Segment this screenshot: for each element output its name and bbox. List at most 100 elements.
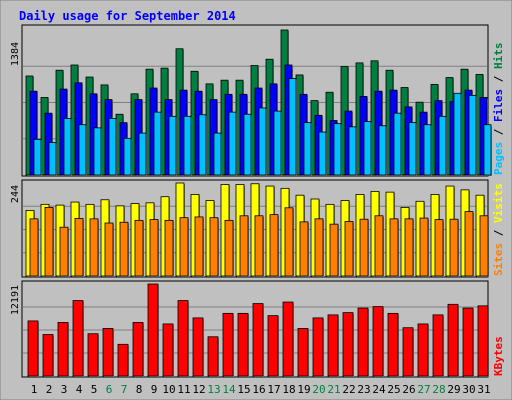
x-tick-label: 19 [297, 383, 310, 396]
kbytes-bar [372, 306, 384, 377]
legend-visits: Visits [492, 183, 505, 223]
pages-bar [258, 107, 267, 176]
sites-bar [479, 215, 489, 277]
x-tick-label: 26 [402, 383, 415, 396]
pages-bar [108, 118, 117, 176]
kbytes-bar [447, 303, 459, 377]
sites-bar [434, 219, 444, 277]
kbytes-bar [237, 312, 249, 377]
pages-bar [393, 112, 402, 176]
x-tick-label: 3 [61, 383, 68, 396]
panel2-legend-text: Sites / Visits [492, 183, 505, 276]
pages-bar [303, 122, 312, 176]
x-tick-label: 22 [342, 383, 355, 396]
kbytes-bar [177, 300, 189, 377]
x-tick-label: 9 [151, 383, 158, 396]
sites-bar [89, 218, 99, 277]
pages-bar [408, 122, 417, 176]
x-axis-day-labels: 1 2 3 4 5 6 7 8 9 10 11 12 13 14 15 16 17 18 19 20 21 22 23 24 2… [31, 383, 491, 396]
sites-bar [344, 221, 354, 277]
pages-bar [228, 111, 237, 176]
sites-bar [374, 215, 384, 277]
sites-bar [464, 211, 474, 277]
x-tick-label: 24 [372, 383, 386, 396]
x-tick-label: 11 [177, 383, 190, 396]
x-tick-label: 23 [357, 383, 370, 396]
sites-bar [359, 218, 369, 277]
pages-bar [468, 94, 477, 176]
sites-bar [449, 218, 459, 277]
x-tick-label: 31 [477, 383, 490, 396]
x-tick-label: 4 [76, 383, 83, 396]
pages-bar [213, 132, 222, 176]
pages-bar [123, 137, 132, 176]
kbytes-bar [462, 307, 474, 377]
kbytes-bar [162, 323, 174, 377]
sites-bar [389, 218, 399, 277]
pages-bar [138, 132, 147, 176]
x-tick-label: 13 [207, 383, 220, 396]
legend-sites: Sites [492, 243, 505, 276]
kbytes-bar [357, 307, 369, 377]
x-tick-label: 8 [136, 383, 143, 396]
pages-bar [483, 124, 492, 176]
pages-bar [198, 114, 207, 176]
sites-bar [119, 221, 129, 277]
sites-bar [59, 226, 69, 277]
x-tick-label: 12 [192, 383, 205, 396]
x-tick-label: 14 [222, 383, 236, 396]
sites-bar [239, 215, 249, 277]
kbytes-bar [207, 336, 219, 377]
kbytes-bar [477, 305, 489, 377]
sites-bar [149, 219, 159, 277]
kbytes-bar [102, 328, 114, 377]
sites-bar [314, 218, 324, 277]
sites-bar [284, 207, 294, 277]
pages-bar [153, 111, 162, 176]
kbytes-bar [297, 328, 309, 377]
x-tick-label: 20 [312, 383, 325, 396]
sites-bar [254, 215, 264, 277]
pages-bar [273, 110, 282, 176]
kbytes-bar [117, 343, 129, 377]
panel3-ymax-label: 12191 [10, 285, 21, 315]
x-tick-label: 28 [432, 383, 445, 396]
panel1-ymax-label: 1384 [10, 42, 21, 66]
sites-bar [269, 214, 279, 277]
pages-bar [333, 123, 342, 176]
kbytes-bar [417, 323, 429, 377]
pages-bar [93, 127, 102, 176]
chart-title: Daily usage for September 2014 [19, 9, 236, 23]
kbytes-bar [57, 322, 69, 377]
panel3-legend: KBytes [492, 336, 505, 376]
sites-bar [209, 217, 219, 277]
sites-bar [404, 218, 414, 277]
sites-bar [44, 206, 54, 277]
x-tick-label: 7 [121, 383, 128, 396]
pages-bar [243, 113, 252, 176]
x-tick-label: 27 [417, 383, 430, 396]
x-tick-label: 10 [162, 383, 175, 396]
pages-bar [78, 124, 87, 176]
panel1-legend: Pages / Files / Hits [492, 43, 505, 176]
pages-bar [63, 118, 72, 176]
hits-files-pages-panel: 1384 Pages / Files / Hits [10, 24, 505, 177]
pages-bar [423, 124, 432, 176]
x-tick-label: 17 [267, 383, 280, 396]
sites-bar [329, 223, 339, 277]
kbytes-bar [222, 312, 234, 377]
pages-bar [183, 115, 192, 176]
x-tick-label: 16 [252, 383, 265, 396]
sites-bar [74, 218, 84, 277]
kbytes-panel: 12191 KBytes [10, 280, 505, 378]
legend-files: Files [492, 89, 505, 122]
files-bar [29, 90, 38, 176]
kbytes-bar [252, 303, 264, 377]
sites-bar [164, 219, 174, 277]
x-tick-label: 25 [387, 383, 400, 396]
x-tick-label: 1 [31, 383, 38, 396]
panel2-ymax-label: 244 [10, 185, 21, 203]
pages-bar [363, 121, 372, 176]
pages-bar [453, 92, 462, 176]
